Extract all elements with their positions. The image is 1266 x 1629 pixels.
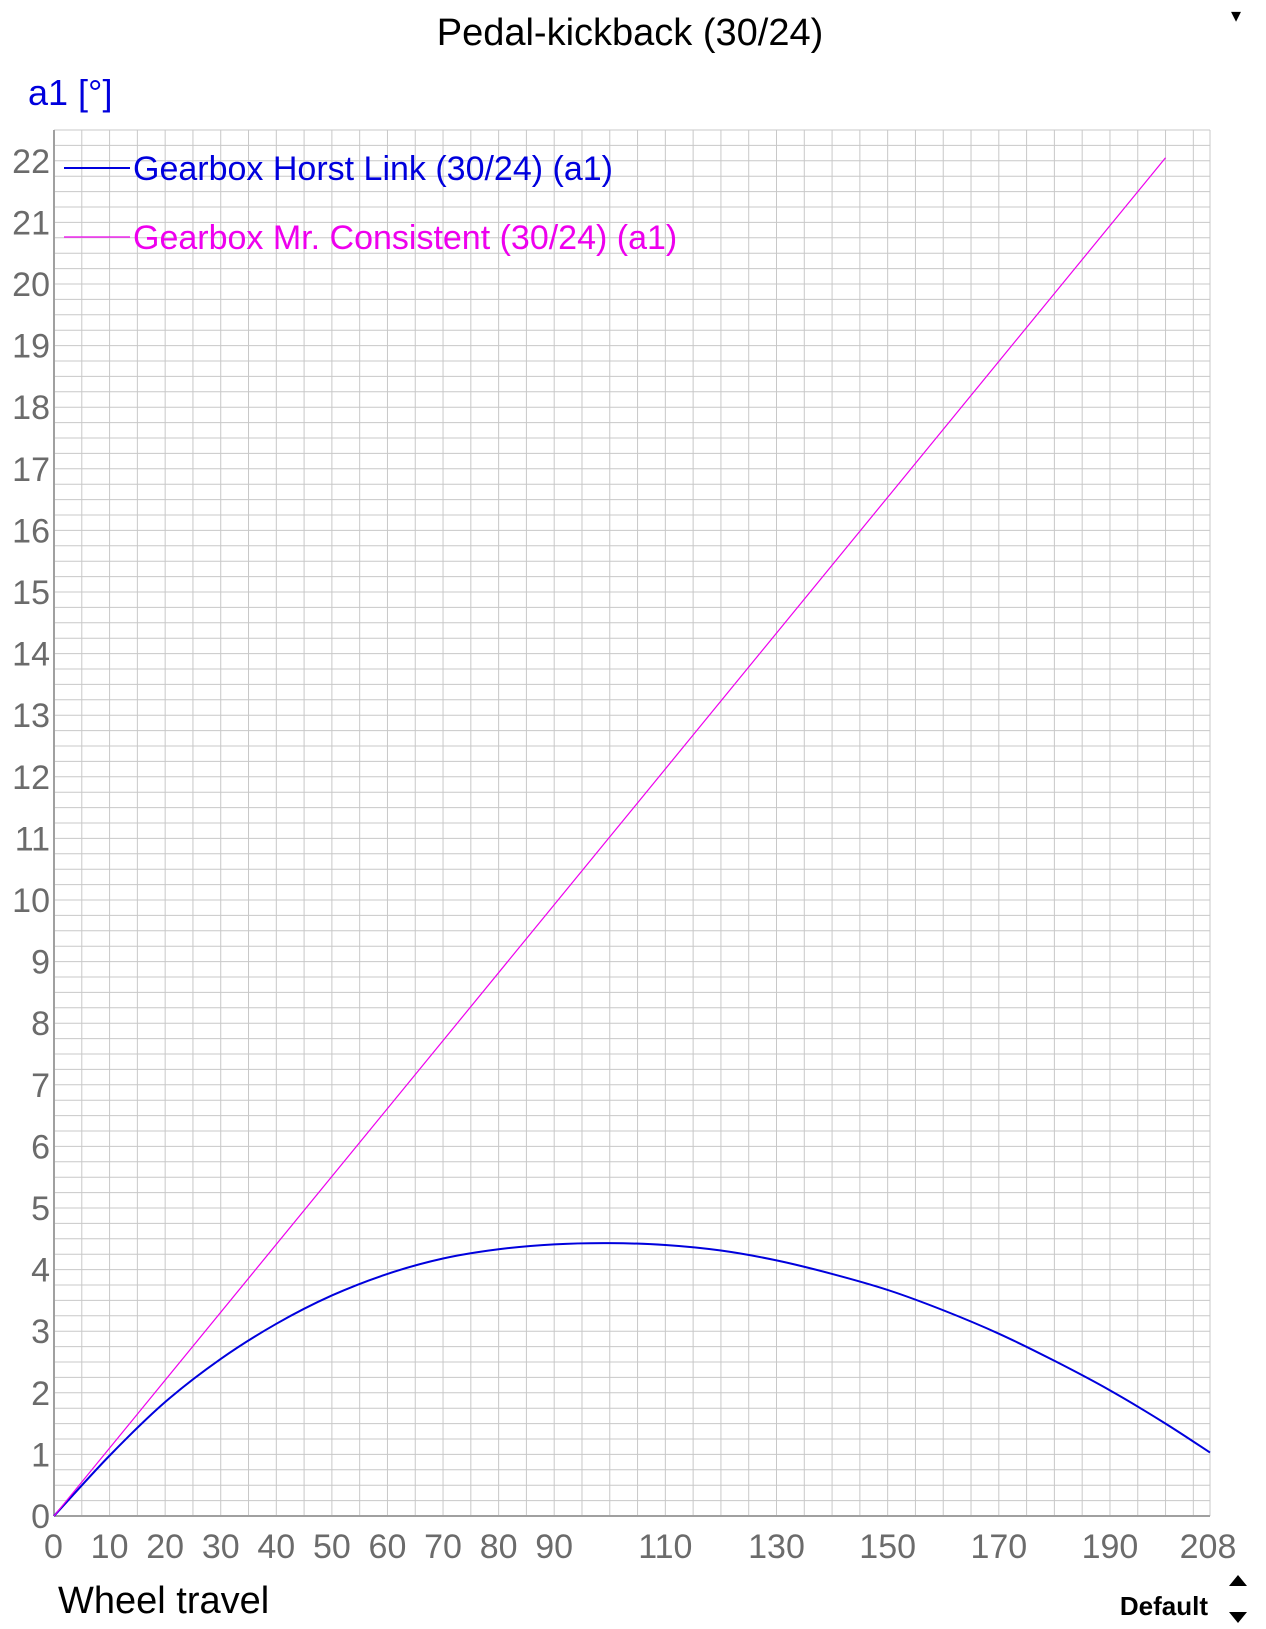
y-tick-label: 4 [31, 1252, 50, 1290]
y-tick-label: 18 [12, 389, 50, 427]
y-tick-label: 3 [31, 1313, 50, 1351]
x-tick-label: 170 [970, 1528, 1027, 1566]
x-axis-label: Wheel travel [58, 1580, 269, 1622]
y-tick-label: 9 [31, 944, 50, 982]
x-tick-label: 20 [146, 1528, 184, 1566]
axes [53, 130, 1210, 1517]
y-axis-label: a1 [°] [28, 72, 112, 113]
chart-title: Pedal-kickback (30/24) [437, 12, 824, 54]
y-tick-label: 21 [12, 204, 50, 242]
series-line-1 [53, 1242, 1211, 1517]
up-down-spinner-icon[interactable] [1229, 1575, 1247, 1623]
caret-down-icon[interactable]: ▾ [1231, 5, 1241, 27]
y-tick-label: 14 [12, 636, 50, 674]
y-tick-label: 13 [12, 697, 50, 735]
series-lines [53, 157, 1211, 1517]
x-tick-label: 110 [638, 1528, 692, 1566]
y-tick-label: 22 [12, 143, 50, 181]
x-tick-label: 40 [257, 1528, 295, 1566]
x-tick-label: 70 [424, 1528, 462, 1566]
y-tick-label: 19 [12, 328, 50, 366]
x-tick-label: 90 [535, 1528, 573, 1566]
y-tick-label: 5 [31, 1190, 50, 1228]
legend-item[interactable]: Gearbox Horst Link (30/24) (a1) [64, 150, 613, 188]
x-tick-label: 30 [202, 1528, 240, 1566]
legend-item[interactable]: Gearbox Mr. Consistent (30/24) (a1) [64, 219, 677, 257]
legend[interactable]: Gearbox Horst Link (30/24) (a1) Gearbox M… [64, 150, 677, 257]
x-tick-labels: 0 10 20 30 40 50 60 70 80 90 110 130 150 170 190 208 [44, 1528, 1236, 1566]
preset-label[interactable]: Default [1120, 1591, 1208, 1621]
x-tick-label: 130 [748, 1528, 805, 1566]
y-tick-label: 16 [12, 512, 50, 550]
y-tick-label: 17 [12, 451, 50, 489]
y-tick-label: 7 [31, 1067, 50, 1105]
y-tick-label: 10 [12, 882, 50, 920]
y-tick-label: 11 [15, 820, 50, 858]
y-tick-label: 2 [31, 1375, 50, 1413]
legend-label: Gearbox Horst Link (30/24) (a1) [133, 150, 613, 188]
x-tick-label: 190 [1082, 1528, 1139, 1566]
y-tick-label: 12 [12, 759, 50, 797]
y-tick-label: 8 [31, 1005, 50, 1043]
x-tick-label: 50 [313, 1528, 351, 1566]
x-tick-label: 60 [369, 1528, 407, 1566]
x-tick-label: 10 [91, 1528, 129, 1566]
legend-label: Gearbox Mr. Consistent (30/24) (a1) [133, 219, 677, 257]
x-tick-label: 0 [44, 1528, 63, 1566]
y-tick-label: 20 [12, 266, 50, 304]
x-tick-label: 80 [480, 1528, 518, 1566]
x-tick-label: 208 [1180, 1528, 1237, 1566]
x-tick-label: 150 [859, 1528, 916, 1566]
y-tick-label: 6 [31, 1128, 50, 1166]
y-tick-label: 1 [31, 1436, 50, 1474]
grid [53, 129, 1211, 1517]
y-tick-label: 15 [12, 574, 50, 612]
y-tick-label: 0 [31, 1498, 50, 1536]
series-line-2 [53, 157, 1167, 1517]
